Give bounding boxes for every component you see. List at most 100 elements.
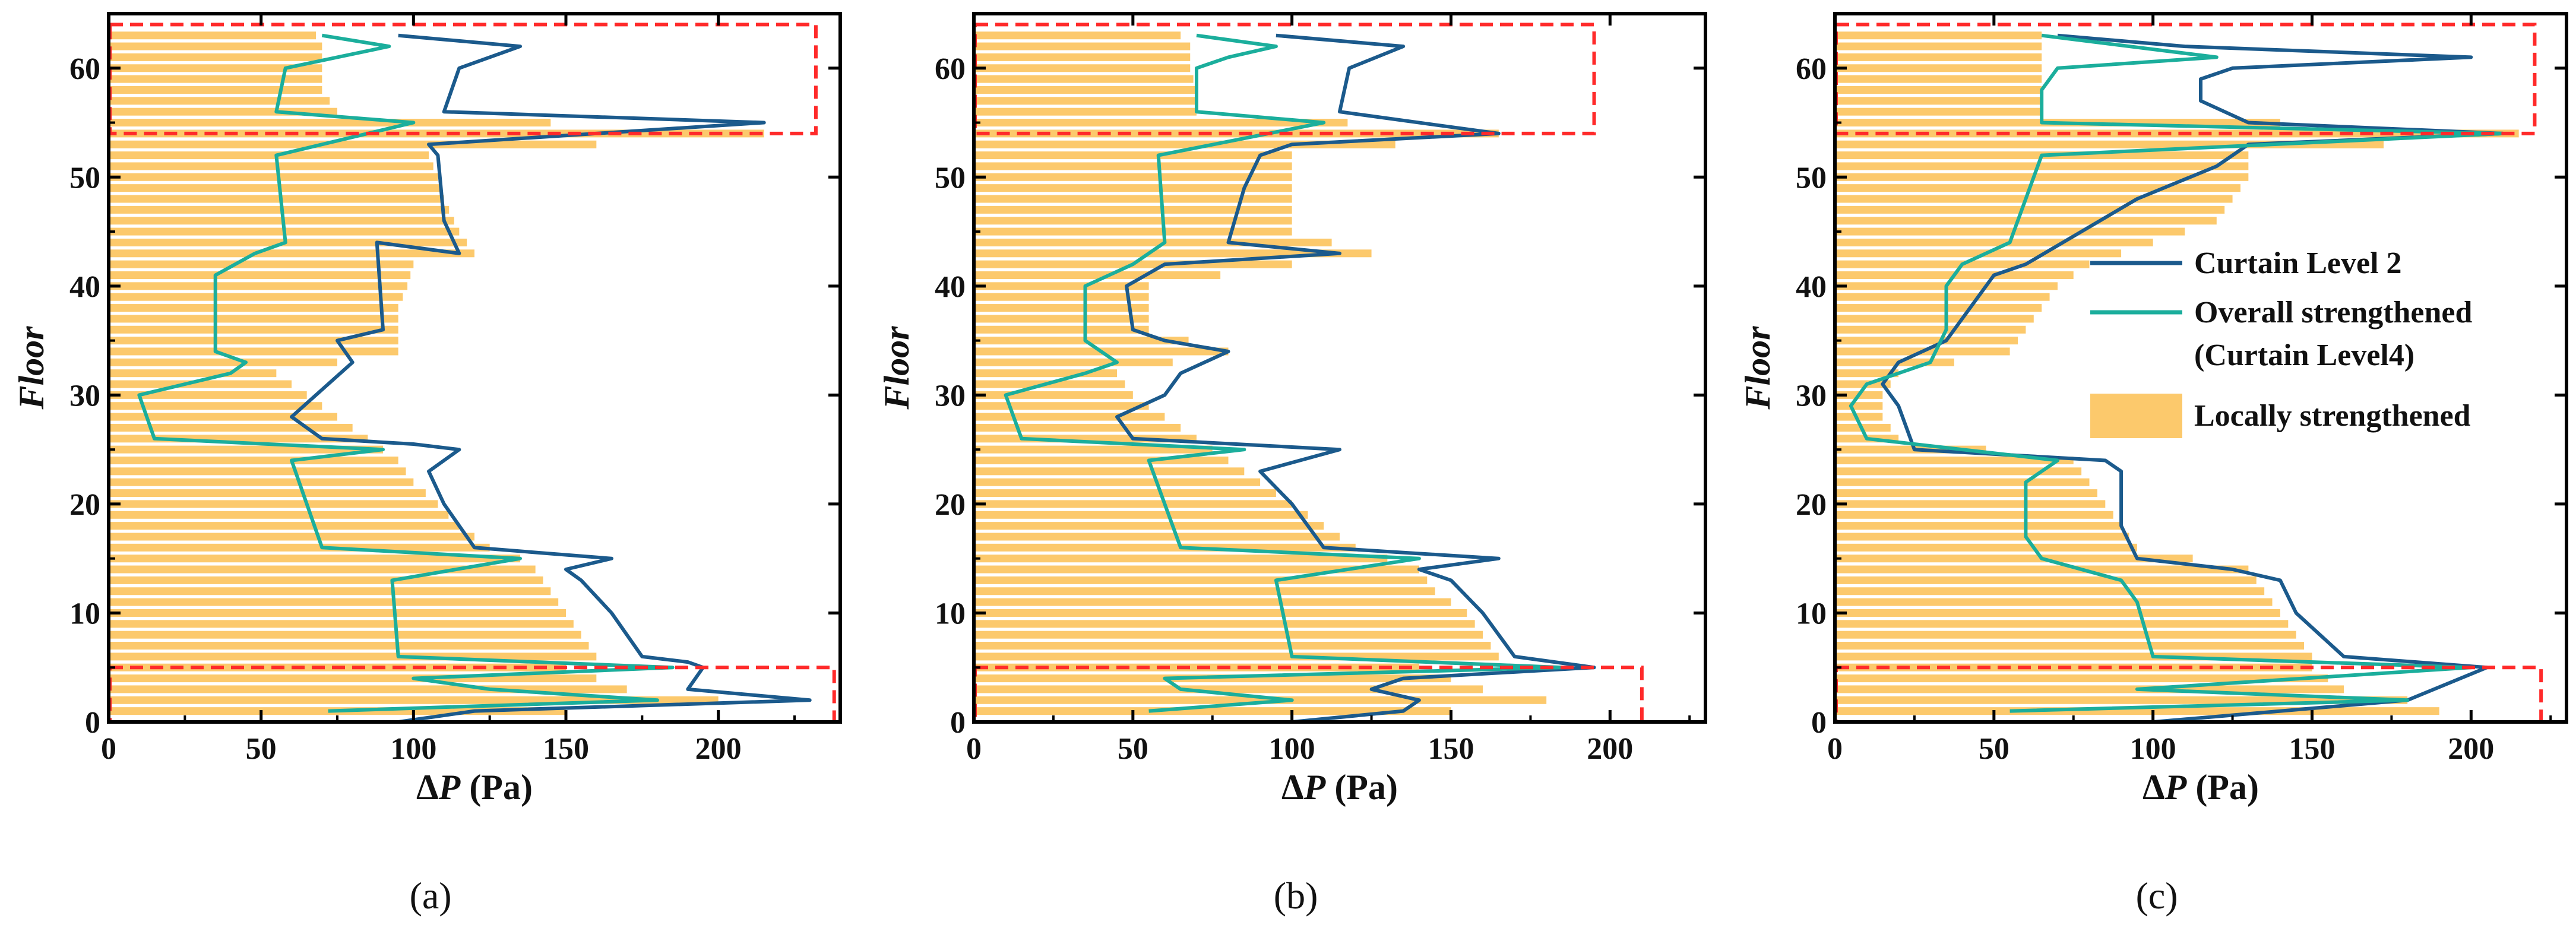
local-bar [1835, 587, 2265, 595]
y-tick-label: 40 [1796, 270, 1827, 304]
local-bar [109, 413, 337, 421]
local-bar [974, 75, 1194, 83]
curtain-line [1881, 33, 2505, 724]
local-bar [109, 282, 408, 290]
local-bar [974, 707, 1451, 715]
legend: Curtain Level 2 Overall strengthened (Curt… [2090, 246, 2473, 438]
local-bar [109, 249, 474, 258]
local-bar [1835, 293, 2050, 301]
y-tick-label: 20 [935, 488, 966, 522]
x-tick-label: 200 [2448, 732, 2494, 766]
x-axis-label: ΔP (Pa) [1281, 768, 1398, 807]
local-bar [109, 402, 322, 410]
local-bar [974, 238, 1332, 246]
local-bar [1835, 609, 2280, 617]
local-bar [1835, 620, 2289, 628]
local-bar [109, 489, 426, 498]
local-bar [974, 391, 1133, 399]
local-bar [109, 631, 581, 639]
y-tick-label: 20 [69, 488, 100, 522]
x-tick-label: 200 [1587, 732, 1633, 766]
local-bar [109, 260, 414, 268]
local-bar [109, 184, 441, 192]
local-bar [1835, 674, 2328, 683]
local-bar [974, 457, 1229, 465]
local-bar [974, 53, 1191, 61]
local-bar [974, 609, 1467, 617]
y-tick-label: 50 [1796, 161, 1827, 195]
plot-frame [1833, 12, 2568, 724]
panel-caption: (c) [2136, 875, 2178, 917]
local-bar [109, 347, 398, 356]
local-bar [109, 75, 322, 83]
x-tick-label: 100 [2130, 732, 2176, 766]
local-bar [974, 282, 1149, 290]
legend-local-label: Locally strengthened [2194, 399, 2471, 433]
panel-1: 0 50 100 150 200 0 10 20 30 40 50 60 ΔP (Pa) Floor (a) [12, 12, 842, 917]
local-bar [974, 533, 1340, 541]
local-bar [974, 620, 1475, 628]
y-tick-label: 10 [935, 597, 966, 631]
x-tick-label: 50 [1118, 732, 1148, 766]
y-tick-label: 50 [935, 161, 966, 195]
local-bar [974, 107, 1197, 116]
x-tick-label: 150 [1428, 732, 1474, 766]
local-bar [974, 119, 1348, 127]
local-bar [109, 151, 429, 160]
y-tick-label: 30 [935, 379, 966, 413]
y-tick-label: 10 [69, 597, 100, 631]
local-bar [1835, 64, 2042, 72]
y-tick-label: 20 [1796, 488, 1827, 522]
overall-line [1849, 33, 2505, 713]
y-tick-label: 60 [69, 52, 100, 86]
overall-line [137, 33, 675, 713]
local-bar [974, 337, 1189, 345]
local-bar [1835, 184, 2240, 192]
local-bar [109, 97, 330, 105]
local-bar [1835, 576, 2257, 584]
local-bar [974, 685, 1483, 693]
local-bar [1835, 533, 2129, 541]
local-bar [974, 445, 1213, 454]
local-bar [974, 42, 1191, 50]
local-bar [974, 195, 1292, 203]
local-bar [109, 64, 322, 72]
local-bar [1835, 205, 2225, 214]
x-tick-label: 0 [101, 732, 116, 766]
local-bar [109, 598, 559, 606]
local-bar [109, 652, 597, 661]
local-bar [974, 511, 1308, 519]
local-bar [109, 391, 307, 399]
local-bar [974, 565, 1419, 574]
x-tick-label: 100 [1269, 732, 1315, 766]
local-bar [109, 609, 566, 617]
local-bar [974, 500, 1292, 508]
x-tick-label: 150 [2289, 732, 2335, 766]
panel-3: 0 50 100 150 200 0 10 20 30 40 50 60 ΔP (Pa) Floor (c) [1738, 12, 2568, 917]
curtain-line [1115, 33, 1596, 724]
local-bar [974, 151, 1292, 160]
x-axis-label: ΔP (Pa) [416, 768, 533, 807]
local-bar [109, 271, 411, 279]
local-bar [974, 293, 1149, 301]
local-bar [1835, 402, 1883, 410]
local-bar [974, 642, 1491, 650]
local-bar [1835, 555, 2193, 563]
local-bar [109, 325, 398, 334]
x-axis-label: ΔP (Pa) [2143, 768, 2259, 807]
local-bar [974, 598, 1451, 606]
local-bar [1835, 642, 2305, 650]
x-tick-label: 100 [390, 732, 436, 766]
local-bar [1835, 217, 2217, 225]
y-tick-label: 0 [950, 706, 966, 740]
y-tick-label: 10 [1796, 597, 1827, 631]
y-tick-label: 30 [1796, 379, 1827, 413]
local-bar [109, 42, 322, 50]
local-bar [1835, 467, 2082, 476]
local-bar [1835, 565, 2249, 574]
local-bar [1835, 522, 2122, 530]
local-bar [109, 380, 292, 388]
local-bar [974, 271, 1221, 279]
panel-2: 0 50 100 150 200 0 10 20 30 40 50 60 ΔP (Pa) Floor (b) [877, 12, 1707, 917]
